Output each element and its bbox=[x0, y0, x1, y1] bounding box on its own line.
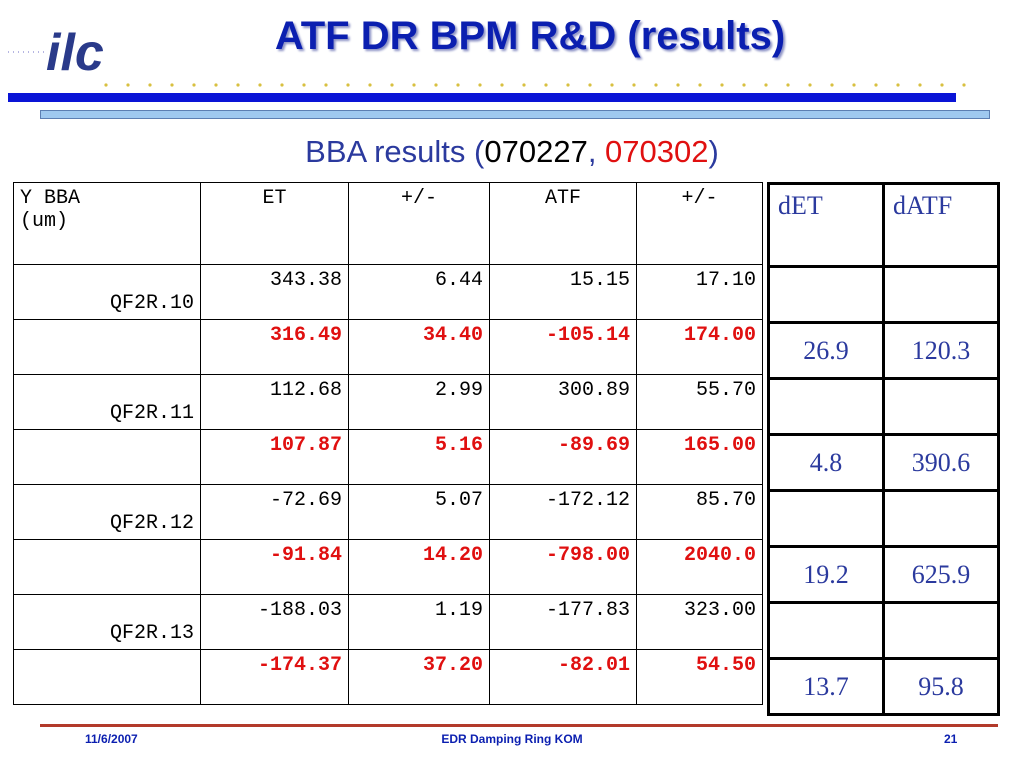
side-column-header: dET bbox=[767, 182, 885, 268]
table-cell: 6.44 bbox=[348, 264, 490, 320]
subtitle-sep: , bbox=[587, 134, 606, 169]
table-cell: 107.87 bbox=[200, 429, 349, 485]
table-cell: -89.69 bbox=[489, 429, 637, 485]
quad-label: QF2R.10 bbox=[13, 264, 201, 320]
quad-label bbox=[13, 539, 201, 595]
side-cell bbox=[882, 601, 1000, 660]
table-row: QF2R.13 -188.03 1.19 -177.83 323.00 bbox=[13, 594, 763, 650]
side-row bbox=[767, 265, 1000, 324]
table-cell: 34.40 bbox=[348, 319, 490, 375]
side-row: 26.9 120.3 bbox=[767, 321, 1000, 380]
table-cell: 2040.0 bbox=[636, 539, 763, 595]
dotted-rule bbox=[104, 83, 966, 87]
side-cell: 120.3 bbox=[882, 321, 1000, 380]
column-header: +/- bbox=[636, 182, 763, 265]
table-cell: 55.70 bbox=[636, 374, 763, 430]
side-cell: 13.7 bbox=[767, 657, 885, 716]
table-cell: 165.00 bbox=[636, 429, 763, 485]
subtitle-date2: 070302 bbox=[605, 134, 709, 169]
side-column-header: dATF bbox=[882, 182, 1000, 268]
side-header-row: dET dATF bbox=[767, 182, 1000, 268]
table-cell: -174.37 bbox=[200, 649, 349, 705]
table-row: 107.87 5.16 -89.69 165.00 bbox=[13, 429, 763, 485]
quad-label: QF2R.11 bbox=[13, 374, 201, 430]
side-row: 19.2 625.9 bbox=[767, 545, 1000, 604]
table-cell: -91.84 bbox=[200, 539, 349, 595]
side-cell: 26.9 bbox=[767, 321, 885, 380]
subtitle-suffix: ) bbox=[708, 134, 719, 169]
footer-date: 11/6/2007 bbox=[85, 732, 138, 746]
table-cell: 112.68 bbox=[200, 374, 349, 430]
slide-title: ATF DR BPM R&D (results) bbox=[274, 14, 786, 58]
table-cell: -188.03 bbox=[200, 594, 349, 650]
table-cell: -798.00 bbox=[489, 539, 637, 595]
footer-rule bbox=[40, 724, 998, 727]
side-row bbox=[767, 601, 1000, 660]
table-cell: -177.83 bbox=[489, 594, 637, 650]
table-cell: -72.69 bbox=[200, 484, 349, 540]
column-header: ET bbox=[200, 182, 349, 265]
side-row: 13.7 95.8 bbox=[767, 657, 1000, 716]
side-cell: 19.2 bbox=[767, 545, 885, 604]
header-bar-dark bbox=[8, 93, 956, 102]
side-cell bbox=[767, 377, 885, 436]
side-cell bbox=[882, 265, 1000, 324]
side-cell bbox=[767, 265, 885, 324]
table-cell: -172.12 bbox=[489, 484, 637, 540]
table-row: QF2R.11 112.68 2.99 300.89 55.70 bbox=[13, 374, 763, 430]
table-row: QF2R.10 343.38 6.44 15.15 17.10 bbox=[13, 264, 763, 320]
difference-table: dET dATF 26.9 120.3 4.8 390.6 19.2 625.9 13.7 95.… bbox=[767, 182, 1000, 716]
column-header: ATF bbox=[489, 182, 637, 265]
table-cell: 15.15 bbox=[489, 264, 637, 320]
footer-page-number: 21 bbox=[944, 732, 958, 746]
side-cell bbox=[882, 377, 1000, 436]
table-cell: 54.50 bbox=[636, 649, 763, 705]
table-cell: 2.99 bbox=[348, 374, 490, 430]
quad-label bbox=[13, 429, 201, 485]
side-cell: 625.9 bbox=[882, 545, 1000, 604]
table-cell: 343.38 bbox=[200, 264, 349, 320]
side-row: 4.8 390.6 bbox=[767, 433, 1000, 492]
column-header: +/- bbox=[348, 182, 490, 265]
side-cell bbox=[767, 489, 885, 548]
table-cell: 85.70 bbox=[636, 484, 763, 540]
table-cell: -105.14 bbox=[489, 319, 637, 375]
side-cell: 95.8 bbox=[882, 657, 1000, 716]
table-cell: 1.19 bbox=[348, 594, 490, 650]
table-cell: 316.49 bbox=[200, 319, 349, 375]
quad-label bbox=[13, 319, 201, 375]
side-cell bbox=[767, 601, 885, 660]
table-cell: 5.16 bbox=[348, 429, 490, 485]
header-bar-light bbox=[40, 110, 990, 119]
table-cell: 323.00 bbox=[636, 594, 763, 650]
table-cell: 5.07 bbox=[348, 484, 490, 540]
subtitle: BBA results (070227, 070302) bbox=[0, 134, 1024, 170]
side-row bbox=[767, 489, 1000, 548]
table-cell: 14.20 bbox=[348, 539, 490, 595]
quad-label: QF2R.12 bbox=[13, 484, 201, 540]
side-cell bbox=[882, 489, 1000, 548]
table-cell: -82.01 bbox=[489, 649, 637, 705]
quad-label: QF2R.13 bbox=[13, 594, 201, 650]
table-cell: 17.10 bbox=[636, 264, 763, 320]
table-cell: 37.20 bbox=[348, 649, 490, 705]
side-cell: 4.8 bbox=[767, 433, 885, 492]
logo-text: ilc bbox=[46, 24, 104, 82]
side-cell: 390.6 bbox=[882, 433, 1000, 492]
table-row: 316.49 34.40 -105.14 174.00 bbox=[13, 319, 763, 375]
table-cell: 174.00 bbox=[636, 319, 763, 375]
bba-results-table: Y BBA (um) ET +/- ATF +/- QF2R.10 343.38 6.44 15… bbox=[13, 182, 763, 705]
table-row: QF2R.12 -72.69 5.07 -172.12 85.70 bbox=[13, 484, 763, 540]
footer-title: EDR Damping Ring KOM bbox=[441, 732, 583, 746]
side-row bbox=[767, 377, 1000, 436]
subtitle-date1: 070227 bbox=[484, 134, 588, 169]
ilc-logo: ilc bbox=[8, 24, 104, 82]
subtitle-prefix: BBA results ( bbox=[305, 134, 485, 169]
table-cell: 300.89 bbox=[489, 374, 637, 430]
column-header: Y BBA (um) bbox=[13, 182, 201, 265]
table-row: -174.37 37.20 -82.01 54.50 bbox=[13, 649, 763, 705]
quad-label bbox=[13, 649, 201, 705]
table-row: -91.84 14.20 -798.00 2040.0 bbox=[13, 539, 763, 595]
header-row: Y BBA (um) ET +/- ATF +/- bbox=[13, 182, 763, 265]
